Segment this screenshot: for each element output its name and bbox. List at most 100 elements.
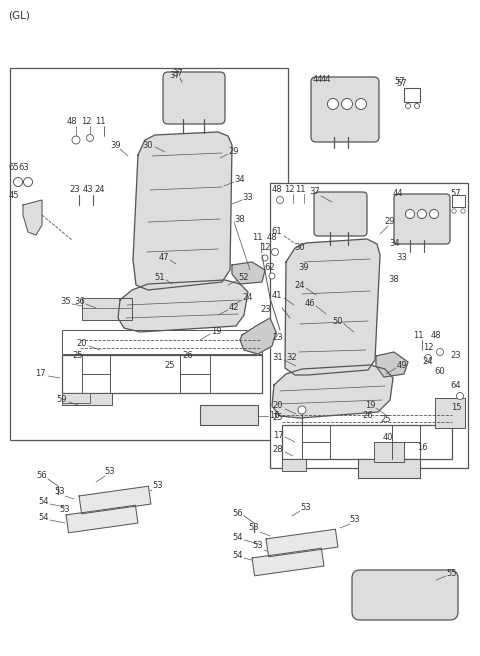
Text: 20: 20 xyxy=(273,401,283,411)
Text: 30: 30 xyxy=(143,140,153,150)
Text: 12: 12 xyxy=(260,243,270,253)
Text: 41: 41 xyxy=(272,291,282,300)
Circle shape xyxy=(298,406,306,414)
Text: 32: 32 xyxy=(287,354,297,363)
Polygon shape xyxy=(272,365,393,418)
FancyBboxPatch shape xyxy=(352,570,458,620)
Bar xyxy=(282,459,306,471)
Text: 44: 44 xyxy=(321,75,331,85)
Text: 34: 34 xyxy=(390,239,400,249)
Circle shape xyxy=(327,98,338,110)
Text: 53: 53 xyxy=(300,502,312,512)
Polygon shape xyxy=(252,548,324,576)
Text: 23: 23 xyxy=(451,352,461,361)
Polygon shape xyxy=(23,200,42,235)
Text: 53: 53 xyxy=(60,506,70,514)
Text: 20: 20 xyxy=(77,340,87,348)
Text: 23: 23 xyxy=(261,306,271,314)
Text: 52: 52 xyxy=(239,274,249,283)
Text: 19: 19 xyxy=(365,401,375,411)
Circle shape xyxy=(262,255,268,261)
Text: 31: 31 xyxy=(273,354,283,363)
Text: 56: 56 xyxy=(233,508,243,518)
Text: 25: 25 xyxy=(73,352,83,361)
Text: 65: 65 xyxy=(9,163,19,173)
Circle shape xyxy=(276,560,284,567)
Text: 48: 48 xyxy=(267,234,277,243)
Text: 60: 60 xyxy=(435,367,445,377)
Polygon shape xyxy=(232,262,265,284)
Text: 57: 57 xyxy=(396,79,408,89)
Bar xyxy=(10,68,288,440)
Text: 12: 12 xyxy=(423,344,433,352)
Text: 16: 16 xyxy=(269,411,279,420)
Text: 42: 42 xyxy=(229,304,239,312)
Circle shape xyxy=(461,209,465,213)
Text: 61: 61 xyxy=(272,228,282,237)
Text: 53: 53 xyxy=(105,468,115,476)
Text: 33: 33 xyxy=(396,253,408,262)
Text: 48: 48 xyxy=(272,186,282,194)
Text: 53: 53 xyxy=(153,482,163,491)
Bar xyxy=(374,442,404,462)
Text: 44: 44 xyxy=(313,75,323,85)
Text: 11: 11 xyxy=(295,186,305,194)
Circle shape xyxy=(452,209,456,213)
Text: 45: 45 xyxy=(9,192,19,201)
Circle shape xyxy=(430,209,439,218)
Circle shape xyxy=(133,493,140,501)
Text: 37: 37 xyxy=(169,70,180,79)
Text: 54: 54 xyxy=(233,533,243,543)
Circle shape xyxy=(104,498,110,504)
Circle shape xyxy=(290,541,298,548)
Circle shape xyxy=(424,354,432,361)
Text: 11: 11 xyxy=(95,117,105,127)
Text: 46: 46 xyxy=(305,300,315,308)
Circle shape xyxy=(292,558,300,564)
Text: 39: 39 xyxy=(299,264,309,272)
Text: 40: 40 xyxy=(383,434,393,443)
Text: 37: 37 xyxy=(310,188,320,197)
Bar xyxy=(452,195,465,207)
Text: 19: 19 xyxy=(211,327,221,337)
Text: 50: 50 xyxy=(333,318,343,327)
Text: 34: 34 xyxy=(235,176,245,184)
Text: 30: 30 xyxy=(295,243,305,253)
Text: 36: 36 xyxy=(74,298,85,306)
Text: 24: 24 xyxy=(423,358,433,367)
Text: 54: 54 xyxy=(39,497,49,506)
Text: 57: 57 xyxy=(395,77,405,87)
Text: 49: 49 xyxy=(397,361,407,371)
Text: 35: 35 xyxy=(60,298,72,306)
Circle shape xyxy=(320,537,327,543)
Text: 53: 53 xyxy=(252,541,264,550)
Circle shape xyxy=(24,178,33,186)
Circle shape xyxy=(77,518,84,525)
Text: 29: 29 xyxy=(385,218,395,226)
Text: (GL): (GL) xyxy=(8,10,30,20)
Text: 24: 24 xyxy=(295,281,305,291)
Circle shape xyxy=(272,249,278,255)
Text: 55: 55 xyxy=(447,569,457,579)
Circle shape xyxy=(269,273,275,279)
Circle shape xyxy=(13,178,23,186)
Text: 53: 53 xyxy=(55,487,65,497)
Polygon shape xyxy=(133,132,232,290)
Bar xyxy=(282,425,452,459)
Polygon shape xyxy=(240,318,276,354)
Text: 17: 17 xyxy=(35,369,45,379)
Text: 44: 44 xyxy=(393,190,403,199)
Text: 38: 38 xyxy=(389,276,399,285)
Bar xyxy=(270,183,468,468)
Bar xyxy=(62,393,90,403)
Text: 23: 23 xyxy=(70,186,80,194)
Text: 48: 48 xyxy=(67,117,77,127)
Bar xyxy=(62,330,262,354)
Text: 51: 51 xyxy=(155,274,165,283)
Bar xyxy=(82,298,132,320)
Text: 54: 54 xyxy=(39,514,49,522)
FancyBboxPatch shape xyxy=(314,192,367,236)
Circle shape xyxy=(86,134,94,142)
Polygon shape xyxy=(118,280,248,332)
Circle shape xyxy=(90,500,96,506)
